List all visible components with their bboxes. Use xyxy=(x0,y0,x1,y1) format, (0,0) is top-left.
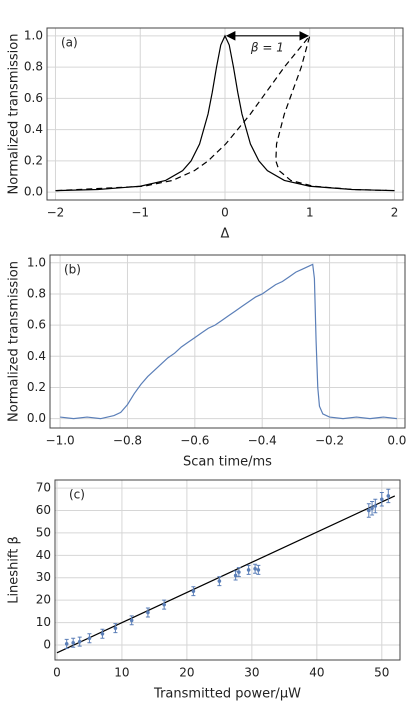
x-axis-label: Transmitted power/μW xyxy=(153,687,301,702)
x-tick-label: 30 xyxy=(244,666,259,680)
data-point xyxy=(256,568,261,572)
plot-frame xyxy=(46,27,404,201)
panel-label: (c) xyxy=(69,488,85,502)
y-axis-label: Lineshift β xyxy=(7,536,22,604)
y-tick-label: 0.2 xyxy=(27,380,46,394)
data-point xyxy=(129,618,134,623)
x-tick-label: −2 xyxy=(47,206,65,220)
data-point xyxy=(146,610,150,615)
x-tick-label: 1 xyxy=(306,206,314,220)
panel-label: (b) xyxy=(64,263,81,277)
y-tick-label: 0.8 xyxy=(27,286,46,300)
fit-line xyxy=(56,495,396,654)
data-point xyxy=(87,636,92,641)
line-series xyxy=(55,34,395,192)
data-point xyxy=(113,626,118,630)
y-tick-label: 0.0 xyxy=(27,411,46,425)
plot-frame xyxy=(54,479,401,661)
y-tick-label: 10 xyxy=(36,615,51,629)
x-axis-label: Δ xyxy=(221,227,230,242)
data-point xyxy=(100,631,105,636)
y-tick-label: 1.0 xyxy=(27,255,46,269)
x-tick-label: 2 xyxy=(391,206,399,220)
data-point xyxy=(233,573,238,578)
x-tick-label: −0.4 xyxy=(248,434,277,448)
line-series xyxy=(60,263,397,420)
x-tick-label: 40 xyxy=(309,666,324,680)
y-tick-label: 0.0 xyxy=(24,185,43,199)
data-point xyxy=(77,639,82,644)
y-tick-label: 50 xyxy=(36,525,51,539)
data-point xyxy=(253,566,257,571)
data-point xyxy=(237,570,241,574)
x-axis-label: Scan time/ms xyxy=(183,455,272,470)
y-axis-label: Normalized transmission xyxy=(7,34,22,195)
y-tick-label: 0.4 xyxy=(27,349,46,363)
data-point xyxy=(246,568,251,572)
y-tick-label: 0.6 xyxy=(27,318,46,332)
x-tick-label: 0 xyxy=(221,206,229,220)
x-tick-label: 10 xyxy=(114,666,129,680)
data-point xyxy=(367,508,371,513)
y-tick-label: 0.8 xyxy=(24,60,43,74)
y-tick-label: 0 xyxy=(43,637,51,651)
line-series xyxy=(56,35,387,192)
x-tick-label: 20 xyxy=(179,666,194,680)
y-axis-label: Normalized transmission xyxy=(7,261,22,422)
x-tick-label: −1.0 xyxy=(46,434,75,448)
y-tick-label: 20 xyxy=(36,593,51,607)
x-tick-label: −0.6 xyxy=(180,434,209,448)
data-point xyxy=(217,579,222,583)
plot-frame xyxy=(49,254,406,429)
data-point xyxy=(71,640,75,645)
y-tick-label: 0.4 xyxy=(24,122,43,136)
data-point xyxy=(64,642,69,646)
annotation: β = 1 xyxy=(250,40,284,54)
data-point xyxy=(370,506,374,511)
data-point xyxy=(373,504,378,508)
data-point xyxy=(380,497,384,502)
data-point xyxy=(162,602,166,607)
y-tick-label: 60 xyxy=(36,503,51,517)
x-tick-label: 0.0 xyxy=(387,434,406,448)
y-tick-label: 30 xyxy=(36,570,51,584)
y-tick-label: 40 xyxy=(36,548,51,562)
y-tick-label: 0.6 xyxy=(24,91,43,105)
y-tick-label: 1.0 xyxy=(24,28,43,42)
x-tick-label: −0.8 xyxy=(113,434,142,448)
y-tick-label: 0.2 xyxy=(24,153,43,167)
x-tick-label: 0 xyxy=(53,666,61,680)
data-point xyxy=(191,589,196,593)
y-tick-label: 70 xyxy=(36,481,51,495)
x-tick-label: 50 xyxy=(374,666,389,680)
x-tick-label: −1 xyxy=(131,206,149,220)
data-point xyxy=(386,494,391,498)
x-tick-label: −0.2 xyxy=(315,434,344,448)
panel-label: (a) xyxy=(61,36,78,50)
